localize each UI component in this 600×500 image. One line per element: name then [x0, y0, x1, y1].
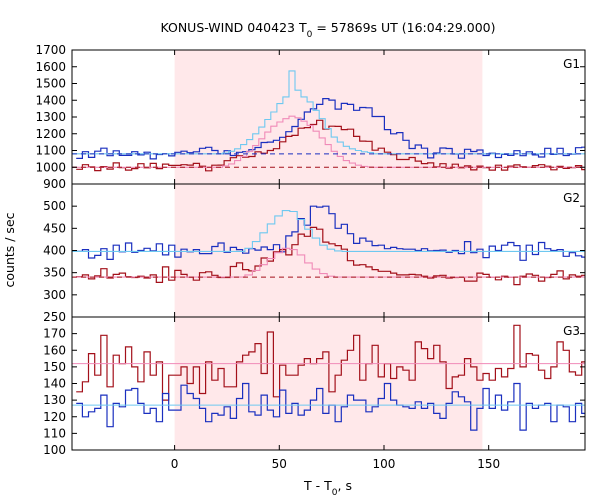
- panel-g3-series: [72, 324, 585, 431]
- chart-title: KONUS-WIND 040423 T0 = 57869s UT (16:04:…: [160, 20, 495, 40]
- panel-g3-red-lightcurve: [76, 324, 585, 401]
- panel-label: G2: [563, 191, 580, 205]
- x-tick-label: 100: [373, 457, 396, 471]
- y-tick-label: 1700: [35, 43, 66, 57]
- y-tick-label: 120: [43, 410, 66, 424]
- x-axis-label: T - T0, s: [303, 478, 352, 498]
- y-tick-label: 100: [43, 443, 66, 457]
- y-tick-label: 130: [43, 393, 66, 407]
- panel-g2-pink-fit-curve: [72, 247, 585, 278]
- x-tick-label: 150: [477, 457, 500, 471]
- y-tick-label: 1300: [35, 110, 66, 124]
- panel-label: G3: [563, 324, 580, 338]
- y-tick-label: 350: [43, 266, 66, 280]
- panel-g2-red-lightcurve: [76, 226, 585, 286]
- y-tick-label: 900: [43, 177, 66, 191]
- panel-label: G1: [563, 57, 580, 71]
- y-tick-label: 250: [43, 310, 66, 324]
- x-tick-label: 50: [272, 457, 287, 471]
- y-tick-label: 450: [43, 221, 66, 235]
- y-tick-label: 160: [43, 343, 66, 357]
- panel-g2-blue-lightcurve: [76, 205, 585, 261]
- y-tick-label: 300: [43, 288, 66, 302]
- y-tick-label: 1000: [35, 160, 66, 174]
- y-tick-label: 1600: [35, 60, 66, 74]
- y-tick-label: 1500: [35, 77, 66, 91]
- y-tick-label: 400: [43, 244, 66, 258]
- y-tick-label: 1100: [35, 144, 66, 158]
- y-tick-label: 1400: [35, 93, 66, 107]
- y-tick-label: 140: [43, 377, 66, 391]
- y-tick-label: 110: [43, 426, 66, 440]
- x-tick-label: 0: [171, 457, 179, 471]
- panel-g1-light_blue-fit-curve: [72, 70, 585, 155]
- panel-g2-series: [72, 205, 585, 286]
- y-tick-label: 150: [43, 360, 66, 374]
- panel-g1-pink-fit-curve: [72, 115, 585, 168]
- y-axis-label: counts / sec: [2, 212, 17, 287]
- y-tick-label: 1200: [35, 127, 66, 141]
- panel-g2-light_blue-fit-curve: [72, 210, 585, 252]
- y-tick-label: 170: [43, 327, 66, 341]
- y-tick-label: 500: [43, 199, 66, 213]
- panel-g1-series: [72, 70, 585, 172]
